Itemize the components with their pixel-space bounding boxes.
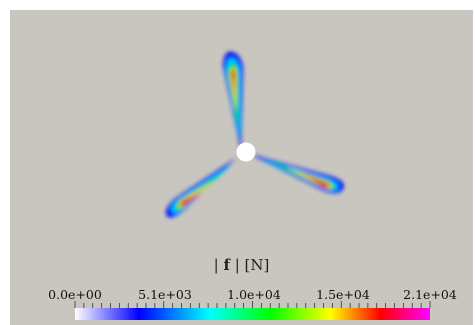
- colorbar-label-3: 1.5e+04: [316, 287, 370, 302]
- colorbar-label-1: 5.1e+03: [138, 287, 192, 302]
- colorbar-gradient: [75, 308, 430, 320]
- colorbar-title-prefix: |: [213, 256, 224, 274]
- hub: [236, 142, 256, 162]
- colorbar-title-suffix: | [N]: [229, 256, 270, 274]
- colorbar-title-bold: f: [223, 256, 230, 274]
- colorbar-title: | f | [N]: [10, 256, 473, 274]
- colorbar: [74, 301, 431, 320]
- colorbar-label-2: 1.0e+04: [227, 287, 281, 302]
- render-area[interactable]: | f | [N] 0.0e+00 5.1e+03 1.0e+04 1.5e+0…: [10, 10, 473, 325]
- force-field-plot: [166, 51, 344, 218]
- blade-top: [223, 51, 243, 150]
- colorbar-label-0: 0.0e+00: [48, 287, 102, 302]
- colorbar-ticks: [74, 301, 431, 308]
- blade-left: [166, 158, 236, 218]
- blade-right: [250, 154, 344, 194]
- colorbar-label-4: 2.1e+04: [403, 287, 457, 302]
